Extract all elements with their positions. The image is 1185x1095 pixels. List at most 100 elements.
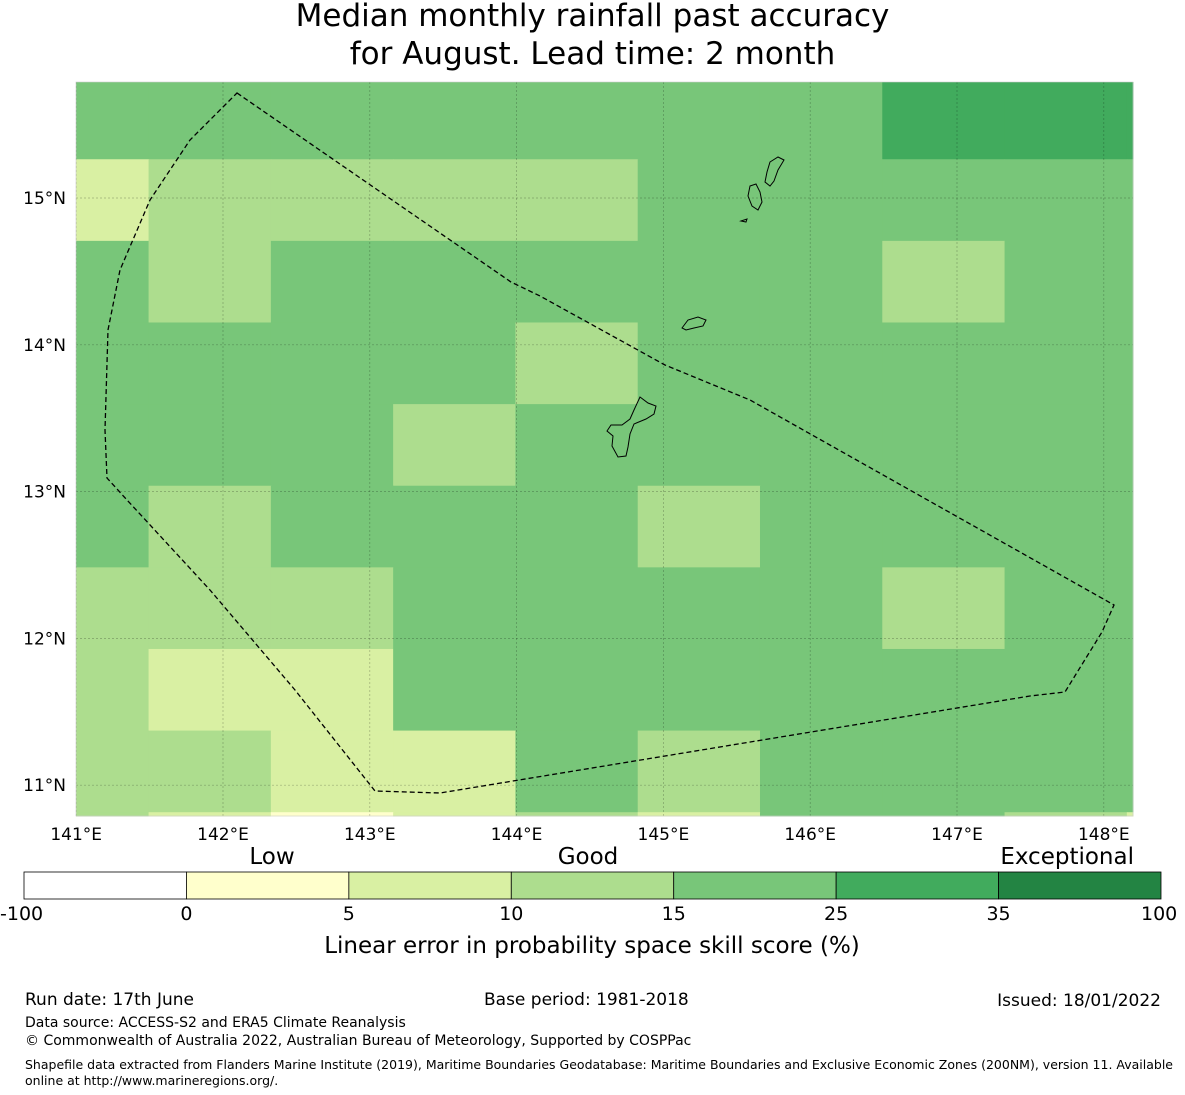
grid-cell (148, 322, 272, 405)
colorbar-tick-label: 100 (1141, 903, 1177, 925)
grid-cell (1004, 82, 1128, 160)
grid-cell (515, 812, 639, 817)
grid-cell (148, 730, 272, 813)
grid-cell (1126, 485, 1134, 568)
grid-cell (637, 730, 761, 813)
latitude-tick-label: 12°N (23, 629, 66, 649)
grid-cell (148, 240, 272, 323)
grid-cell (882, 159, 1006, 242)
legend-category-good: Good (558, 844, 619, 870)
grid-cell (637, 567, 761, 650)
grid-cell (637, 485, 761, 568)
grid-cell (1126, 82, 1134, 160)
grid-cell (759, 567, 883, 650)
grid-cell (393, 322, 516, 405)
map-frame (75, 81, 1134, 817)
grid-cell (882, 730, 1006, 813)
grid-cell (270, 567, 394, 650)
grid-cell (759, 322, 883, 405)
latitude-tick-labels: 15°N 14°N 13°N 12°N 11°N (23, 189, 66, 796)
grid-cell (759, 485, 883, 568)
grid-cell (882, 404, 1006, 487)
grid-cell (393, 730, 516, 813)
grid-cell (1126, 322, 1134, 405)
grid-cell (76, 485, 150, 568)
island-guam (606, 396, 657, 458)
legend-category-low: Low (249, 844, 294, 870)
grid-cell (148, 812, 272, 817)
island-tinian (747, 183, 763, 211)
grid-cell (759, 730, 883, 813)
graticule (75, 82, 1133, 816)
colorbar-tick-label: 5 (343, 903, 355, 925)
colorbar-tick-label: 15 (662, 903, 686, 925)
grid-cell (76, 567, 150, 650)
colorbar-swatch (23, 871, 187, 900)
grid-cell (76, 404, 150, 487)
grid-cell (759, 240, 883, 323)
colorbar-swatch (673, 871, 837, 900)
grid-cell (637, 404, 761, 487)
grid-cell (882, 812, 1006, 817)
grid-cell (1126, 730, 1134, 813)
grid-cell (270, 240, 394, 323)
colorbar-tick-labels: -100 0 5 10 15 25 35 100 (0, 903, 1177, 925)
grid-cell (76, 648, 150, 732)
grid-cell (148, 567, 272, 650)
grid-cell (270, 82, 394, 160)
grid-cell (76, 812, 150, 817)
grid-cell (393, 485, 516, 568)
grid-cell (270, 485, 394, 568)
grid-cell (515, 648, 639, 732)
colorbar-tick-label: 35 (986, 903, 1010, 925)
grid-cell (270, 322, 394, 405)
islands (606, 156, 785, 458)
grid-cell (1126, 240, 1134, 323)
longitude-tick-label: 147°E (931, 825, 983, 845)
longitude-tick-label: 145°E (638, 825, 690, 845)
grid-cell (393, 82, 516, 160)
grid-cell (882, 322, 1006, 405)
grid-cell (76, 730, 150, 813)
grid-cell (76, 159, 150, 242)
grid-cell (270, 648, 394, 732)
grid-cell (637, 159, 761, 242)
grid-cell (76, 82, 150, 160)
longitude-tick-labels: 141°E 142°E 143°E 144°E 145°E 146°E 147°E 148°E (50, 825, 1129, 845)
grid-cell (393, 240, 516, 323)
grid-cell (148, 485, 272, 568)
grid-cell (1126, 159, 1134, 242)
data-source: Data source: ACCESS-S2 and ERA5 Climate … (25, 1015, 406, 1031)
colorbar-swatch (348, 871, 512, 900)
map-title-line-2: for August. Lead time: 2 month (349, 36, 836, 72)
grid-cell (759, 159, 883, 242)
colorbar-tick-label: 0 (180, 903, 192, 925)
map-title-line-1: Median monthly rainfall past accuracy (295, 0, 890, 34)
colorbar-swatch (186, 871, 350, 900)
grid-cell (393, 812, 516, 817)
colorbar-tick-label: -100 (0, 903, 43, 925)
grid-cell (515, 485, 639, 568)
grid-cell (759, 82, 883, 160)
grid-cell (148, 159, 272, 242)
grid-cell (393, 567, 516, 650)
colorbar-tick-label: 25 (824, 903, 848, 925)
longitude-tick-label: 148°E (1078, 825, 1130, 845)
grid-cell (393, 648, 516, 732)
colorbar-swatches (23, 871, 1162, 900)
legend-category-exceptional: Exceptional (1000, 844, 1134, 870)
longitude-tick-label: 144°E (491, 825, 543, 845)
grid-cell (637, 240, 761, 323)
grid-cell (76, 240, 150, 323)
grid-cell (882, 82, 1006, 160)
run-date: Run date: 17th June (25, 990, 194, 1010)
grid-cell (148, 404, 272, 487)
grid-cell (1004, 240, 1128, 323)
grid-cell (882, 240, 1006, 323)
grid-cell (759, 812, 883, 817)
longitude-tick-label: 141°E (50, 825, 102, 845)
grid-cell (270, 730, 394, 813)
grid-cell (1004, 159, 1128, 242)
grid-cell (148, 648, 272, 732)
